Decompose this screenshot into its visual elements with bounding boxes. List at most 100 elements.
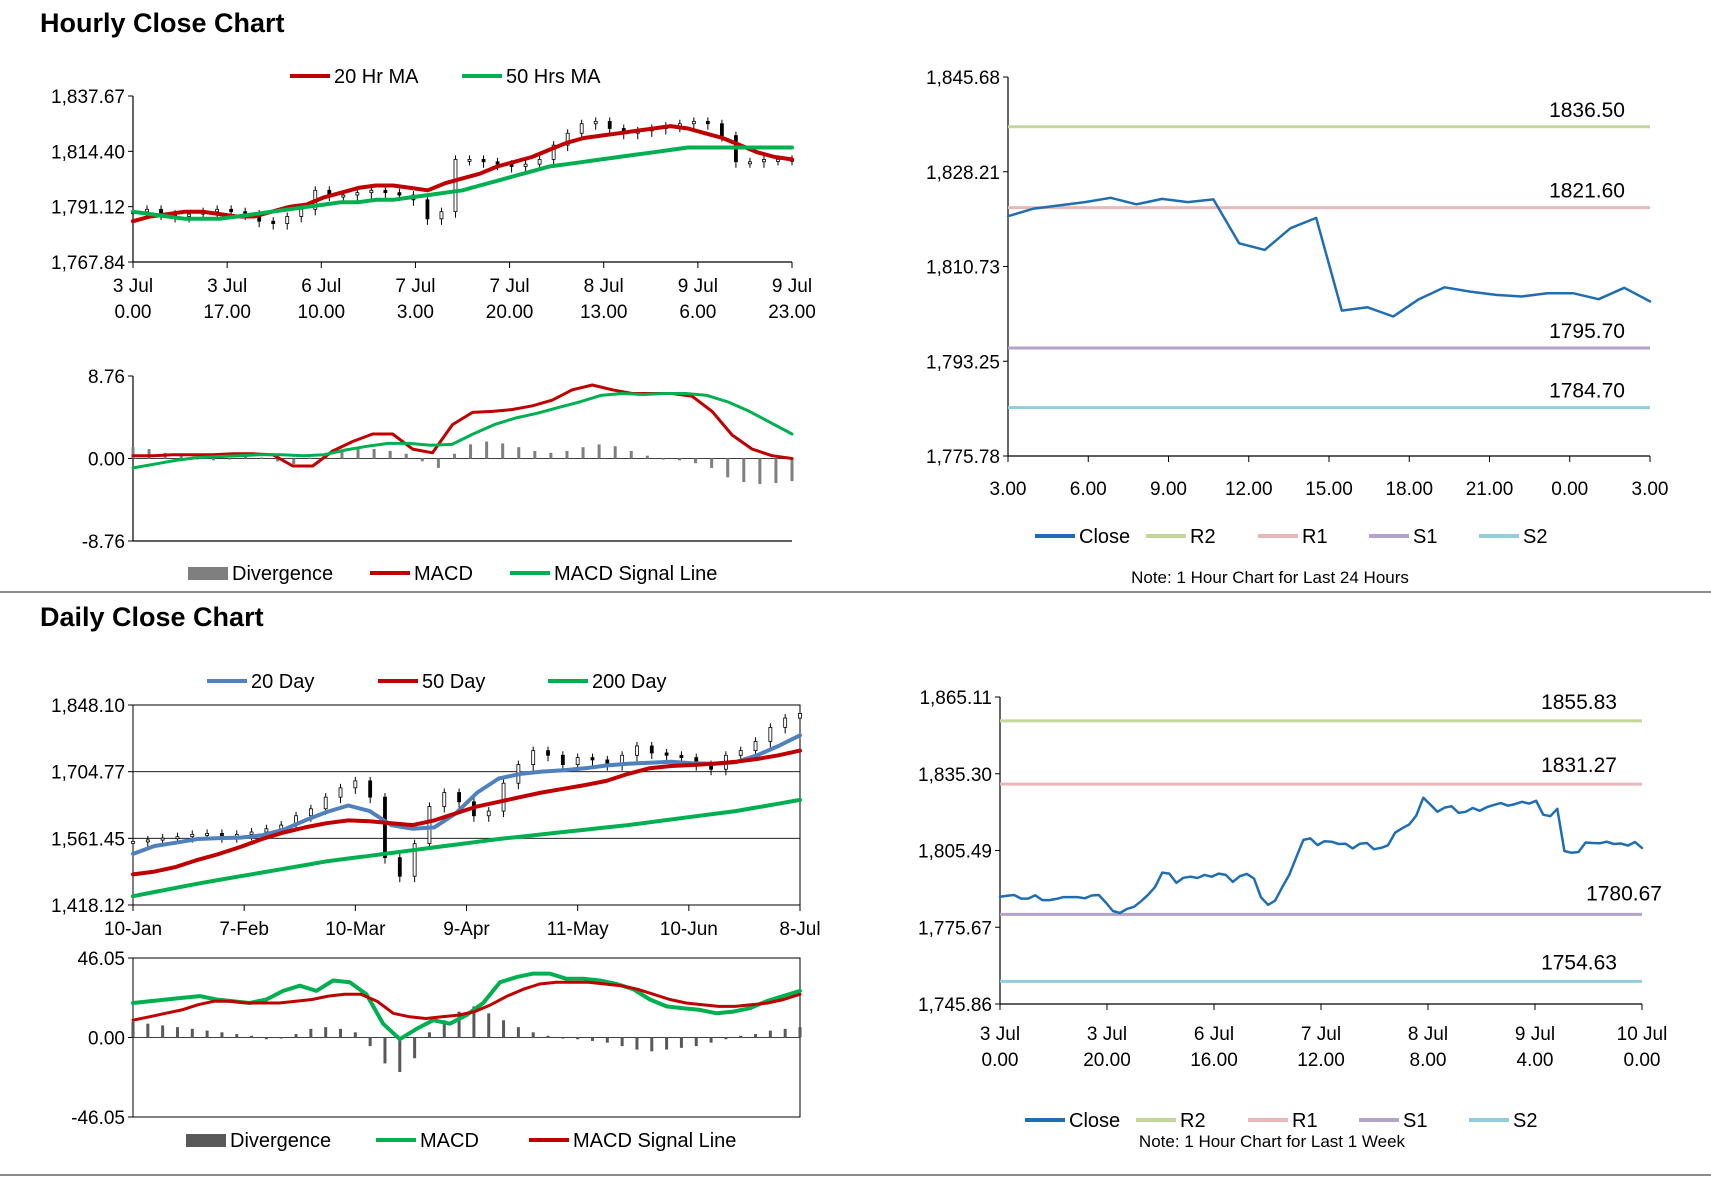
hourly-price-candle-body — [579, 123, 584, 134]
hourly-price-x-tick-label: 3.00 — [397, 302, 434, 323]
hourly-macd-divergence-bar — [645, 455, 649, 459]
legend-label: S1 — [1403, 1110, 1427, 1132]
daily-levels-x-tick-label: 4.00 — [1517, 1050, 1554, 1071]
daily-price-candle-body — [546, 750, 550, 756]
hourly-macd-divergence-bar — [774, 458, 778, 483]
daily-price-x-tick-label: 9-Apr — [443, 919, 490, 940]
hourly-price-x-tick-label: 13.00 — [580, 302, 628, 323]
hourly-price-series-50-hrs-ma — [131, 145, 794, 221]
daily-macd-divergence-bar — [679, 1037, 683, 1048]
hourly-macd-divergence-bar — [758, 458, 762, 484]
daily-levels-x-tick-label: 0.00 — [982, 1050, 1019, 1071]
hourly-levels-x-tick-label: 9.00 — [1150, 479, 1187, 500]
hourly-price-candle-body — [383, 189, 388, 194]
daily-macd-divergence-bar — [413, 1037, 417, 1059]
hourly-macd-divergence-bar — [356, 449, 360, 459]
hourly-macd-divergence-bar — [581, 447, 585, 459]
daily-macd-divergence-bar — [205, 1030, 209, 1038]
daily-price-candle-body — [531, 750, 536, 765]
daily-price-candle-body — [457, 792, 461, 803]
daily-macd-divergence-bar — [739, 1035, 743, 1038]
daily-macd-series-macd-signal-line — [131, 980, 802, 1022]
daily-price-candle-body — [160, 837, 165, 841]
hourly-price-x-tick-label: 9 Jul — [678, 276, 718, 297]
daily-price-candle-body — [412, 843, 417, 877]
daily-macd-divergence-bar — [605, 1037, 609, 1043]
hourly-price-candle-body — [762, 158, 766, 163]
legend-label: MACD — [420, 1130, 479, 1152]
hourly-price-x-tick-label: 3 Jul — [113, 276, 153, 297]
legend-label: Divergence — [230, 1130, 331, 1152]
daily-price-x-tick-label: 8-Jul — [779, 919, 820, 940]
hourly-price-candle-body — [495, 161, 500, 165]
hourly-price-candle-body — [776, 158, 780, 162]
daily-price-candle-body — [635, 745, 639, 756]
hourly-macd-divergence-bar — [661, 458, 665, 460]
legend-label: S2 — [1513, 1110, 1537, 1132]
daily-price-candle-body — [190, 833, 195, 838]
hourly-levels-y-tick-label: 1,793.25 — [926, 352, 1000, 373]
hourly-price-candle-body — [341, 194, 346, 198]
hourly-price-candle-body — [425, 199, 430, 220]
daily-levels-y-tick-label: 1,775.67 — [918, 918, 992, 939]
daily-price-candle-body — [338, 787, 343, 798]
hourly-price-x-tick-label: 7 Jul — [490, 276, 530, 297]
hourly-price-candle-body — [229, 208, 234, 213]
hourly-price-candle-body — [481, 158, 486, 163]
legend-label: 50 Day — [422, 671, 485, 693]
hourly-levels-x-tick-label: 18.00 — [1385, 479, 1433, 500]
daily-levels-x-tick-label: 0.00 — [1624, 1050, 1661, 1071]
daily-price-candle-body — [738, 750, 743, 756]
daily-price-candle-body — [768, 726, 773, 742]
hourly-levels-x-tick-label: 15.00 — [1305, 479, 1353, 500]
daily-macd-divergence-bar — [175, 1027, 179, 1038]
hourly-macd-divergence-bar — [340, 450, 344, 459]
hourly-price-x-tick-label: 0.00 — [115, 302, 152, 323]
daily-levels-y-tick-label: 1,865.11 — [919, 688, 992, 709]
hourly-macd-series-macd — [131, 383, 794, 468]
hourly-price-candle-body — [607, 120, 612, 129]
daily-macd-divergence-bar — [620, 1037, 624, 1047]
daily-levels-x-tick-label: 10 Jul — [1617, 1024, 1668, 1045]
daily-levels-x-tick-label: 3 Jul — [1087, 1024, 1127, 1045]
daily-macd-divergence-bar — [339, 1028, 343, 1038]
hourly-macd-divergence-bar — [726, 458, 730, 478]
daily-macd-divergence-bar — [190, 1028, 194, 1038]
hourly-price-candle-body — [453, 158, 458, 213]
hourly-macd-y-tick-label: 0.00 — [88, 450, 125, 471]
daily-macd-divergence-bar — [146, 1023, 150, 1038]
hourly-price-x-tick-label: 9 Jul — [772, 276, 812, 297]
hourly-macd-divergence-bar — [501, 443, 505, 459]
hourly-macd-divergence-bar — [517, 447, 521, 459]
hourly-price-y-tick-label: 1,814.40 — [51, 142, 125, 163]
hourly-price-candle-body — [397, 192, 402, 196]
hourly-macd-divergence-bar — [790, 458, 794, 482]
daily-macd-y-tick-label: 0.00 — [88, 1029, 125, 1050]
legend-label: 50 Hrs MA — [506, 66, 601, 88]
daily-macd-divergence-bar — [368, 1037, 372, 1047]
daily-macd-series-macd — [131, 971, 802, 1042]
daily-price-y-tick-label: 1,848.10 — [51, 696, 125, 717]
daily-macd-divergence-bar — [516, 1027, 520, 1038]
hourly-price-candle-body — [691, 120, 696, 125]
daily-levels-series-close — [998, 796, 1644, 915]
daily-price-candle-body — [679, 754, 684, 759]
hourly-levels-y-tick-label: 1,810.73 — [926, 258, 1000, 279]
hourly-macd-divergence-bar — [469, 444, 473, 459]
hourly-price-x-tick-label: 3 Jul — [207, 276, 247, 297]
daily-price-candle-body — [264, 828, 269, 833]
hourly-price-candle-body — [369, 189, 374, 194]
hourly-macd-divergence-bar — [147, 449, 151, 459]
daily-macd-divergence-bar — [353, 1032, 357, 1038]
legend-label: Close — [1069, 1110, 1120, 1132]
hourly-macd-divergence-bar — [179, 455, 183, 459]
hourly-levels-x-tick-label: 3.00 — [1632, 479, 1669, 500]
daily-price-candle-body — [308, 808, 313, 817]
hourly-macd-divergence-bar — [260, 457, 264, 459]
hourly-price-candle-body — [285, 216, 290, 224]
daily-macd-divergence-bar — [590, 1037, 594, 1041]
hourly-macd-divergence-bar — [276, 458, 280, 462]
daily-levels-y-tick-label: 1,835.30 — [918, 765, 992, 786]
legend-label: 20 Hr MA — [334, 66, 419, 88]
